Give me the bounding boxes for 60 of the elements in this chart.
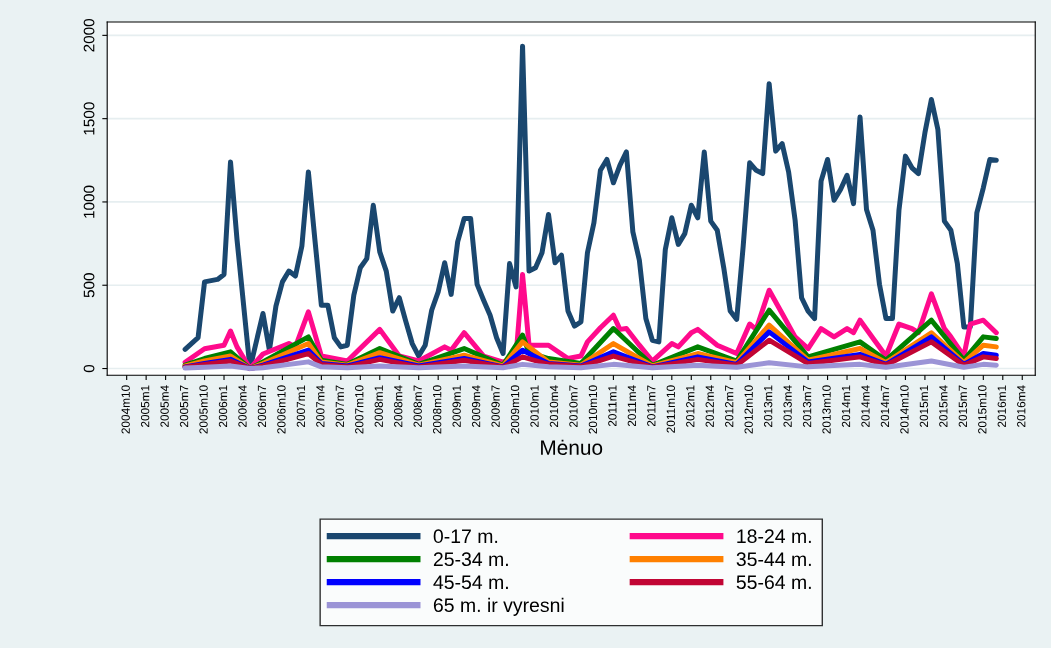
x-tick-label: 2015m10 bbox=[978, 385, 987, 434]
x-tick-label: 2008m1 bbox=[374, 385, 383, 427]
legend-label: 35-44 m. bbox=[736, 552, 811, 567]
x-tick-label: 2008m7 bbox=[413, 385, 422, 427]
x-tick-label: 2015m7 bbox=[958, 385, 968, 427]
x-tick-label: 2014m1 bbox=[841, 385, 851, 427]
x-axis-title: Mėnuo bbox=[541, 439, 603, 455]
y-tick-label: 0 bbox=[83, 364, 95, 373]
x-tick-label: 2007m1 bbox=[296, 385, 306, 427]
x-tick-label: 2007m10 bbox=[355, 385, 364, 434]
legend-label: 18-24 m. bbox=[737, 529, 811, 544]
x-tick-label: 2012m10 bbox=[744, 385, 753, 434]
x-tick-label: 2010m1 bbox=[530, 385, 539, 427]
legend-label: 65 m. ir vyresni bbox=[433, 597, 564, 616]
x-tick-label: 2006m1 bbox=[218, 385, 228, 427]
x-tick-label: 2012m7 bbox=[725, 385, 734, 427]
x-tick-label: 2005m7 bbox=[179, 385, 189, 427]
x-tick-label: 2014m4 bbox=[861, 385, 870, 427]
legend-label: 0-17 m. bbox=[433, 529, 498, 544]
x-tick-label: 2009m1 bbox=[452, 385, 461, 427]
x-tick-label: 2005m1 bbox=[140, 385, 150, 427]
x-tick-label: 2007m4 bbox=[316, 385, 325, 427]
x-tick-label: 2010m4 bbox=[549, 385, 559, 427]
x-tick-label: 2015m4 bbox=[939, 385, 948, 427]
y-tick-label: 1000 bbox=[83, 185, 95, 218]
x-tick-label: 2008m4 bbox=[394, 385, 403, 427]
x-tick-label: 2014m10 bbox=[900, 385, 909, 434]
y-tick-label: 1500 bbox=[83, 102, 95, 135]
x-tick-label: 2011m1 bbox=[608, 385, 617, 427]
x-tick-label: 2011m7 bbox=[647, 385, 656, 427]
x-tick-label: 2005m4 bbox=[160, 385, 169, 427]
x-tick-label: 2005m10 bbox=[199, 385, 208, 434]
x-tick-label: 2011m10 bbox=[666, 385, 675, 433]
x-tick-label: 2012m1 bbox=[686, 385, 695, 427]
x-tick-label: 2015m1 bbox=[919, 385, 929, 427]
x-tick-label: 2012m4 bbox=[705, 385, 714, 427]
x-tick-label: 2016m1 bbox=[997, 385, 1006, 427]
x-tick-label: 2006m7 bbox=[257, 385, 267, 427]
x-tick-label: 2008m10 bbox=[432, 385, 442, 434]
legend-label: 55-64 m. bbox=[736, 575, 811, 590]
x-tick-label: 2014m7 bbox=[880, 385, 890, 427]
x-tick-label: 2013m7 bbox=[802, 385, 812, 427]
x-tick-label: 2007m7 bbox=[335, 385, 344, 427]
x-tick-label: 2013m1 bbox=[763, 385, 773, 427]
x-tick-label: 2013m4 bbox=[783, 385, 792, 427]
x-tick-label: 2009m4 bbox=[471, 385, 481, 427]
x-tick-label: 2004m10 bbox=[121, 385, 130, 434]
x-tick-label: 2010m10 bbox=[588, 385, 598, 434]
y-tick-label: 2000 bbox=[83, 18, 95, 52]
x-tick-label: 2009m10 bbox=[510, 385, 520, 434]
x-tick-label: 2009m7 bbox=[491, 385, 500, 427]
x-tick-label: 2006m10 bbox=[277, 385, 286, 434]
x-tick-label: 2016m4 bbox=[1017, 385, 1026, 427]
x-tick-label: 2006m4 bbox=[238, 385, 247, 427]
x-tick-label: 2011m4 bbox=[627, 385, 637, 427]
x-tick-label: 2010m7 bbox=[569, 385, 578, 427]
x-tick-label: 2013m10 bbox=[822, 385, 831, 434]
legend-label: 45-54 m. bbox=[433, 575, 508, 590]
legend-label: 25-34 m. bbox=[433, 552, 508, 567]
y-tick-label: 500 bbox=[83, 273, 95, 298]
